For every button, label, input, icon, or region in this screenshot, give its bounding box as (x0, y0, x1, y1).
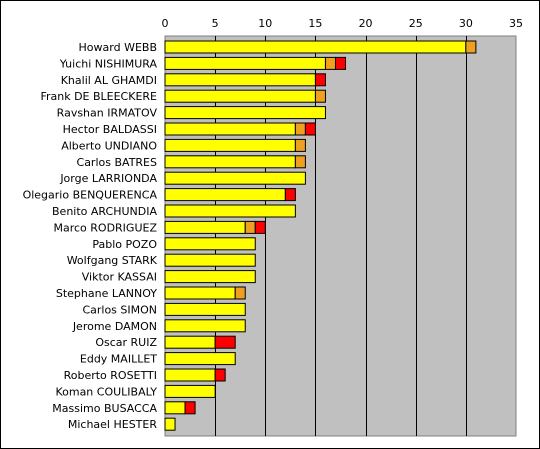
bar-segment (465, 40, 477, 54)
bar-segment (234, 286, 246, 300)
bar-segment (214, 368, 226, 382)
category-label: Carlos BATRES (77, 156, 157, 169)
x-tick-label: 0 (162, 17, 169, 30)
category-label: Stephane LANNOY (56, 287, 157, 300)
category-label: Eddy MAILLET (80, 353, 157, 366)
category-label: Massimo BUSACCA (52, 402, 157, 415)
category-label: Frank DE BLEECKERE (40, 90, 157, 103)
bar-segment (324, 56, 336, 70)
bar-segment (164, 401, 186, 415)
bar-segment (294, 138, 306, 152)
bar-segment (164, 204, 296, 218)
x-tick-label: 5 (212, 17, 219, 30)
bar-segment (304, 122, 316, 136)
bar-segment (164, 220, 246, 234)
category-label: Hector BALDASSI (63, 123, 157, 136)
bar-segment (164, 171, 306, 185)
x-tick-label: 20 (359, 17, 373, 30)
x-axis-ticks: 0 5 10 15 20 25 30 35 (162, 17, 524, 30)
category-label: Yuichi NISHIMURA (59, 57, 158, 70)
category-label: Olegario BENQUERENCA (23, 189, 158, 202)
x-tick-label: 15 (308, 17, 322, 30)
bar-segment (314, 89, 326, 103)
bar-segment (164, 155, 296, 169)
bar-segment (214, 335, 236, 349)
bar-segment (294, 122, 306, 136)
category-label: Howard WEBB (79, 41, 157, 54)
category-label: Khalil AL GHAMDI (61, 74, 157, 87)
bar-segment (164, 335, 216, 349)
category-label: Oscar RUIZ (95, 336, 157, 349)
bar-segment (164, 368, 216, 382)
category-label: Jerome DAMON (72, 320, 157, 333)
bar-segment (254, 220, 266, 234)
bar-segment (164, 352, 236, 366)
category-label: Ravshan IRMATOV (57, 107, 158, 120)
category-label: Jorge LARRIONDA (59, 172, 157, 185)
bar-segment (244, 220, 256, 234)
bar-segment (184, 401, 196, 415)
bar-segment (334, 56, 347, 70)
bar-segment (164, 319, 246, 333)
x-tick-label: 35 (509, 17, 523, 30)
bar-segment (284, 188, 296, 202)
bar-segment (164, 122, 296, 136)
y-axis-labels: Howard WEBB Yuichi NISHIMURA Khalil AL GHA… (23, 41, 158, 431)
bar-segment (164, 302, 246, 316)
category-label: Pablo POZO (92, 238, 157, 251)
x-tick-label: 25 (409, 17, 423, 30)
category-label: Roberto ROSETTI (64, 369, 157, 382)
bar-segment (164, 106, 326, 120)
bar-segment (164, 188, 286, 202)
bar-segment (164, 56, 326, 70)
x-tick-label: 30 (459, 17, 473, 30)
bar-segment (164, 253, 256, 267)
category-label: Carlos SIMON (82, 303, 157, 316)
category-label: Koman COULIBALY (55, 385, 157, 398)
category-label: Wolfgang STARK (67, 254, 158, 267)
bar-segment (294, 155, 306, 169)
bar-segment (164, 417, 176, 431)
x-tick-label: 10 (258, 17, 272, 30)
category-label: Viktor KASSAI (82, 271, 157, 284)
bar-segment (164, 138, 296, 152)
category-label: Alberto UNDIANO (61, 139, 157, 152)
category-label: Benito ARCHUNDIA (52, 205, 157, 218)
category-label: Michael HESTER (68, 418, 158, 431)
bar-segment (164, 73, 316, 87)
bar-segment (164, 286, 236, 300)
bar-segment (314, 73, 326, 87)
bar-segment (164, 384, 216, 398)
bar-segment (164, 40, 467, 54)
bar-segment (164, 89, 316, 103)
bar-segment (164, 270, 256, 284)
category-label: Marco RODRIGUEZ (53, 221, 157, 234)
bar-segment (164, 237, 256, 251)
bars (164, 40, 477, 431)
